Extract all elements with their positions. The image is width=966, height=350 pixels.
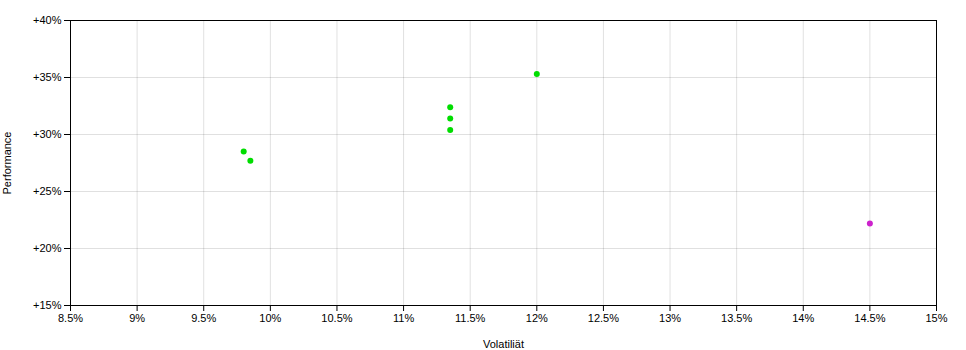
svg-text:9%: 9% <box>129 312 145 324</box>
svg-text:13.5%: 13.5% <box>721 312 752 324</box>
svg-text:13%: 13% <box>659 312 681 324</box>
svg-text:8.5%: 8.5% <box>58 312 83 324</box>
svg-text:Performance: Performance <box>1 132 13 195</box>
svg-text:11.5%: 11.5% <box>455 312 486 324</box>
svg-text:9.5%: 9.5% <box>191 312 216 324</box>
svg-text:12%: 12% <box>526 312 548 324</box>
svg-text:15%: 15% <box>925 312 947 324</box>
svg-text:10.5%: 10.5% <box>321 312 352 324</box>
svg-text:10%: 10% <box>259 312 281 324</box>
svg-text:+35%: +35% <box>33 71 62 83</box>
svg-text:14.5%: 14.5% <box>854 312 885 324</box>
svg-text:11%: 11% <box>393 312 414 324</box>
svg-text:+15%: +15% <box>33 299 62 311</box>
svg-text:12.5%: 12.5% <box>588 312 619 324</box>
svg-text:+30%: +30% <box>33 128 62 140</box>
svg-text:+40%: +40% <box>33 14 62 26</box>
svg-text:+20%: +20% <box>33 242 62 254</box>
svg-text:14%: 14% <box>792 312 814 324</box>
svg-text:+25%: +25% <box>33 185 62 197</box>
svg-text:Volatiliät: Volatiliät <box>483 338 524 350</box>
